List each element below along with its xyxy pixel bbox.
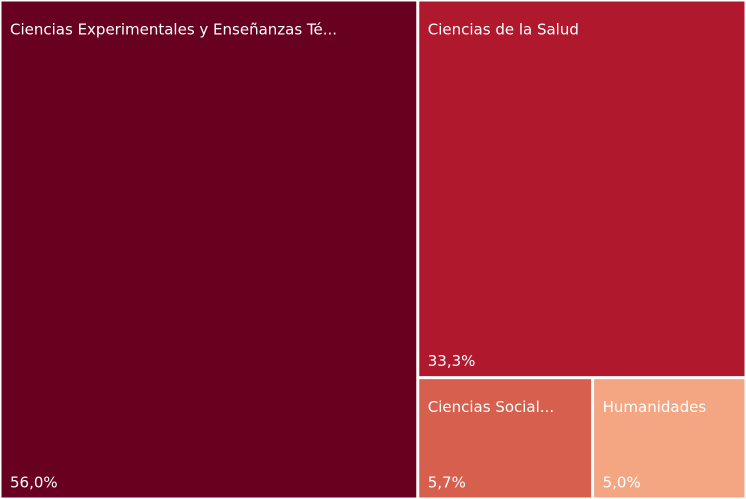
value-label: 33,3% <box>428 352 476 370</box>
value-label: 5,0% <box>603 474 641 492</box>
value-label: 5,7% <box>428 474 466 492</box>
tile-label: Ciencias Experimentales y Enseñanzas Té.… <box>10 21 337 39</box>
tile <box>419 379 592 498</box>
tile-label: Ciencias Social... <box>428 398 554 416</box>
tile-label: Ciencias de la Salud <box>428 21 579 39</box>
tile <box>594 379 745 498</box>
tile <box>1 1 417 498</box>
tile-label: Humanidades <box>603 398 707 416</box>
tile <box>419 1 745 377</box>
value-label: 56,0% <box>10 474 58 492</box>
